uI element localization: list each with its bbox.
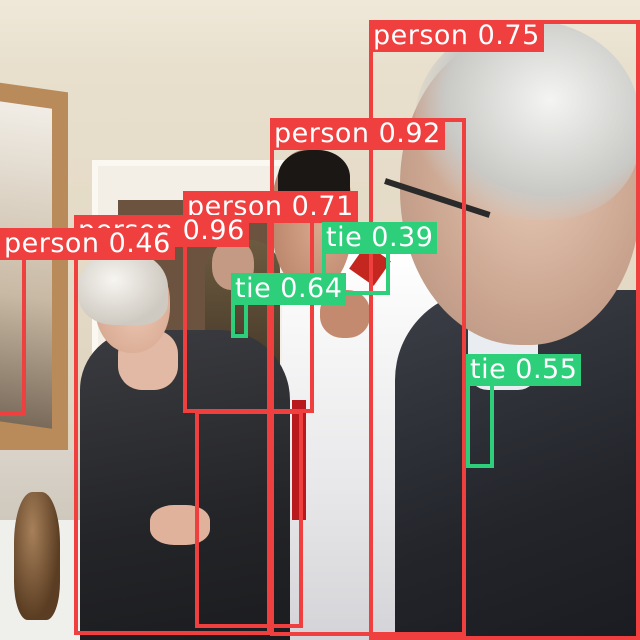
tie-label: tie 0.39: [322, 222, 438, 254]
woman-hair: [78, 250, 168, 325]
tie-label: tie 0.55: [466, 354, 582, 386]
tie-label: tie 0.64: [231, 273, 347, 305]
person-label: person 0.75: [369, 20, 544, 52]
person-bounding-box: [195, 410, 303, 628]
bronze-sculpture: [14, 492, 60, 620]
person-label: person 0.46: [0, 228, 175, 260]
person-label: person 0.92: [270, 118, 445, 150]
woman-hands: [150, 505, 210, 545]
